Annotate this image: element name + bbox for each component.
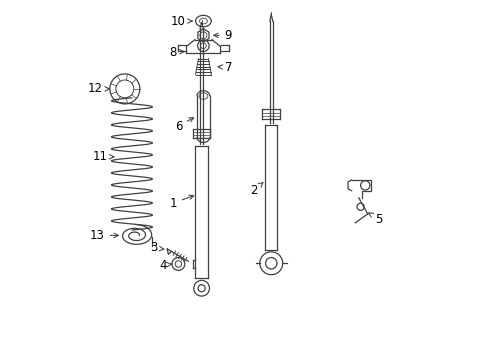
Text: 3: 3	[149, 241, 163, 255]
Text: 8: 8	[169, 46, 184, 59]
Text: 12: 12	[87, 82, 109, 95]
Text: 13: 13	[90, 229, 118, 242]
Text: 6: 6	[174, 118, 193, 133]
Text: 5: 5	[368, 213, 381, 226]
Text: 1: 1	[169, 195, 193, 210]
Text: 9: 9	[213, 29, 232, 42]
Text: 2: 2	[249, 183, 263, 197]
Text: 10: 10	[171, 14, 192, 27]
Text: 11: 11	[92, 150, 114, 163]
Text: 7: 7	[218, 61, 232, 74]
Text: 4: 4	[159, 258, 172, 271]
